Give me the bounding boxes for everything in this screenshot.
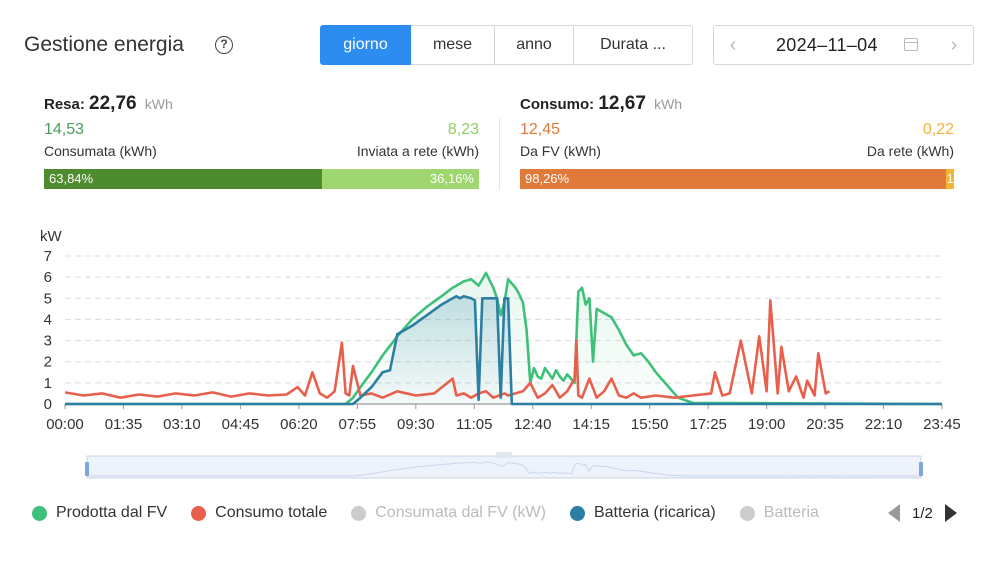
date-value[interactable]: 2024–11–04: [776, 35, 878, 55]
y-tick-label: 4: [44, 311, 52, 328]
x-tick-label: 03:10: [163, 416, 201, 433]
zoom-drag-handle[interactable]: [496, 452, 512, 458]
date-picker[interactable]: ‹ 2024–11–04 ›: [713, 25, 974, 65]
legend-dot: [739, 505, 755, 521]
x-tick-label: 14:15: [572, 416, 610, 433]
y-tick-labels: 0 1 2 3 4 5 6 7: [44, 248, 52, 413]
resa-unit: kWh: [144, 96, 173, 112]
series-line: [64, 299, 831, 399]
zoom-slider-track[interactable]: [86, 455, 922, 479]
legend-item-consumata[interactable]: Consumata dal FV (kW): [351, 504, 546, 522]
consumo-label: Consumo:: [520, 96, 595, 113]
prev-day-icon[interactable]: ‹: [729, 34, 737, 56]
x-tick-labels: 00:00 01:35 03:10 04:45 06:20 07:55 09:30 11:05…: [46, 416, 961, 433]
x-tick-label: 09:30: [397, 416, 435, 433]
resa-panel: Resa: 22,76 kWh 14,53 8,23 Consumata (kW…: [44, 93, 479, 189]
power-chart-svg: kW 0 1 2 3 4 5 6 7 00:00 01:35 03:10 04:45 06:20 07:…: [40, 228, 961, 479]
legend-next-icon[interactable]: [944, 504, 957, 522]
next-day-icon[interactable]: ›: [950, 34, 958, 56]
x-tick-label: 19:00: [748, 416, 786, 433]
y-tick-label: 7: [44, 248, 52, 265]
consumo-rete-value: 0,22: [922, 121, 954, 138]
resa-consumata-label: Consumata (kWh): [44, 143, 157, 159]
legend-label: Prodotta dal FV: [56, 504, 168, 521]
resa-bar-inviata: 36,16%: [321, 169, 479, 189]
x-tick-label: 17:25: [689, 416, 727, 433]
tab-anno[interactable]: anno: [495, 25, 574, 65]
y-tick-label: 3: [44, 333, 52, 350]
legend-item-batteria-ricarica[interactable]: Batteria (ricarica): [569, 504, 716, 522]
zoom-slider-preview: [87, 461, 922, 477]
series-lines: [64, 271, 943, 406]
consumo-bar-fv: 98,26%: [520, 169, 947, 189]
legend-label: Batteria: [763, 504, 819, 521]
resa-bar-consumata: 63,84%: [44, 169, 322, 189]
x-tick-label: 15:50: [631, 416, 669, 433]
resa-total: 22,76: [89, 93, 137, 114]
chart-legend: Prodotta dal FV Consumo totale Consumata…: [32, 500, 843, 526]
consumo-bar-rete: 1,74%: [946, 169, 954, 189]
x-tick-label: 06:20: [280, 416, 318, 433]
legend-prev-icon[interactable]: [888, 504, 900, 522]
zoom-slider[interactable]: [85, 452, 923, 479]
resa-bar: 63,84% 36,16%: [44, 169, 479, 189]
legend-item-prodotta[interactable]: Prodotta dal FV: [32, 504, 167, 522]
legend-item-consumo[interactable]: Consumo totale: [191, 504, 327, 522]
y-axis-label: kW: [40, 228, 63, 245]
consumo-unit: kWh: [654, 96, 683, 112]
legend-label: Batteria (ricarica): [593, 504, 716, 521]
header: Gestione energia ? giorno mese anno Dura…: [0, 0, 1000, 90]
consumo-fv-label: Da FV (kWh): [520, 143, 601, 159]
consumo-header: Consumo: 12,67 kWh: [520, 93, 954, 115]
consumo-bar: 98,26% 1,74%: [520, 169, 954, 189]
zoom-handle-left[interactable]: [85, 462, 89, 476]
resa-label: Resa:: [44, 96, 85, 113]
calendar-icon[interactable]: [904, 38, 918, 51]
x-tick-label: 23:45: [923, 416, 961, 433]
x-tick-label: 12:40: [514, 416, 552, 433]
legend-dot: [191, 505, 207, 521]
resa-inviata-value: 8,23: [447, 121, 479, 138]
y-tick-label: 0: [44, 396, 52, 413]
x-tick-label: 04:45: [222, 416, 260, 433]
period-tabs: giorno mese anno Durata ...: [320, 25, 693, 65]
help-icon[interactable]: ?: [215, 36, 233, 54]
legend-dot: [569, 505, 585, 521]
legend-dot: [351, 505, 367, 521]
x-tick-label: 01:35: [105, 416, 143, 433]
legend-dot: [32, 505, 47, 521]
legend-item-batteria[interactable]: Batteria: [739, 504, 819, 522]
zoom-handle-right[interactable]: [919, 462, 923, 476]
panel-divider: [499, 118, 500, 190]
legend-label: Consumata dal FV (kW): [375, 504, 546, 521]
y-tick-label: 5: [44, 290, 52, 307]
resa-header: Resa: 22,76 kWh: [44, 93, 479, 115]
x-tick-label: 07:55: [339, 416, 377, 433]
legend-pager: 1/2: [888, 500, 957, 526]
series-line: [65, 271, 943, 406]
power-chart: kW 0 1 2 3 4 5 6 7 00:00 01:35 03:10 04:45 06:20 07:…: [0, 222, 1000, 492]
series-line: [65, 294, 942, 406]
consumo-panel: Consumo: 12,67 kWh 12,45 0,22 Da FV (kWh…: [520, 93, 954, 189]
resa-consumata-value: 14,53: [44, 121, 85, 138]
resa-inviata-label: Inviata a rete (kWh): [356, 143, 479, 159]
y-tick-label: 2: [44, 354, 52, 371]
page-title: Gestione energia: [24, 33, 184, 56]
x-tick-label: 20:35: [806, 416, 844, 433]
x-tick-label: 22:10: [865, 416, 903, 433]
tab-durata[interactable]: Durata ...: [574, 25, 693, 65]
y-tick-label: 1: [44, 375, 52, 392]
consumo-total: 12,67: [598, 93, 646, 114]
consumo-fv-value: 12,45: [520, 121, 561, 138]
x-tick-label: 11:05: [456, 416, 492, 433]
x-tick-label: 00:00: [46, 416, 84, 433]
consumo-rete-label: Da rete (kWh): [866, 143, 954, 159]
tab-giorno[interactable]: giorno: [320, 25, 411, 65]
tab-mese[interactable]: mese: [411, 25, 495, 65]
legend-page: 1/2: [912, 504, 933, 522]
legend-label: Consumo totale: [215, 504, 328, 521]
y-tick-label: 6: [44, 269, 52, 286]
